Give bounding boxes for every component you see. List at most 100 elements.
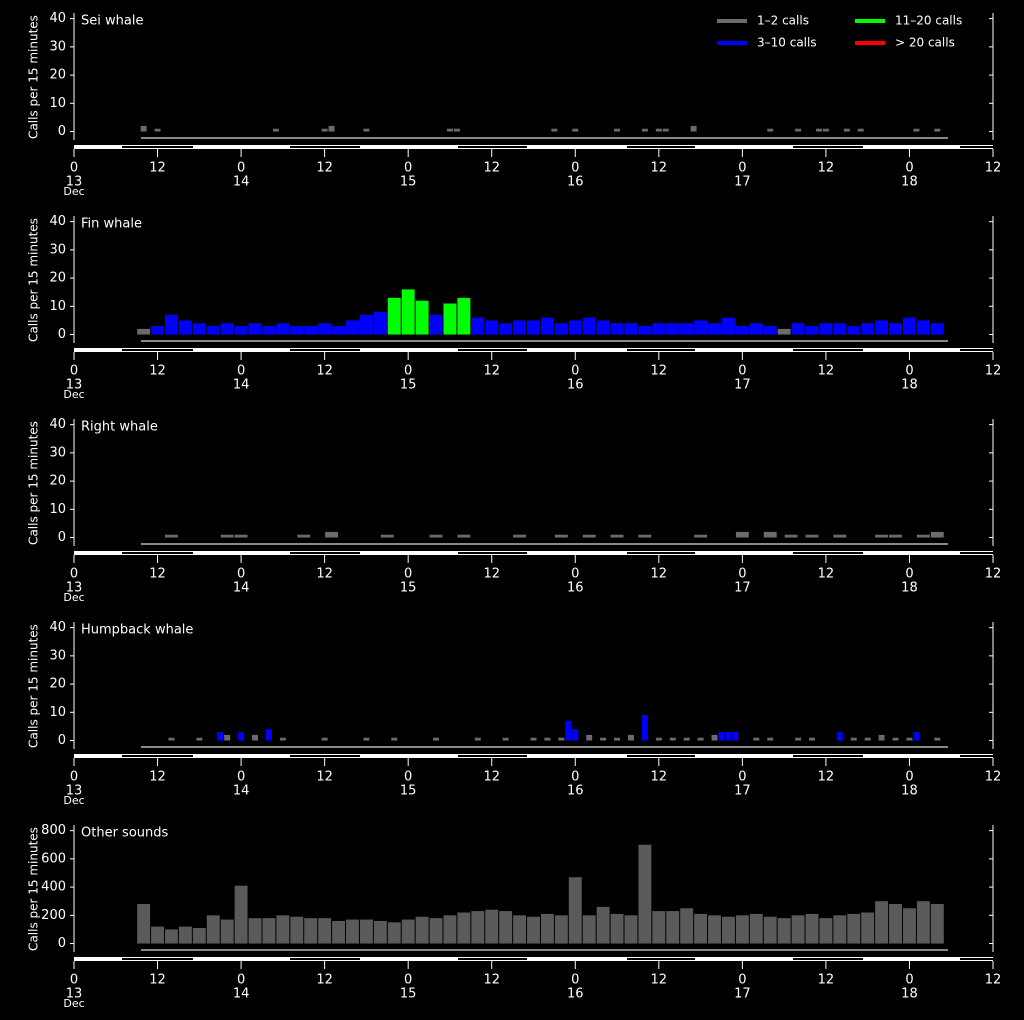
bar xyxy=(638,326,652,335)
bar xyxy=(767,737,774,741)
bar xyxy=(457,534,471,538)
x-tick-label: 12 xyxy=(149,770,166,785)
night-band xyxy=(960,552,993,554)
x-tick-label: 12 xyxy=(818,161,835,176)
bar xyxy=(833,915,847,944)
bar xyxy=(325,531,339,538)
bar xyxy=(332,920,346,944)
bar xyxy=(558,737,565,741)
bar xyxy=(805,326,819,335)
bar xyxy=(784,534,798,538)
bar xyxy=(847,913,861,944)
bar xyxy=(711,734,718,741)
bar xyxy=(262,918,276,944)
night-band xyxy=(960,146,993,148)
night-band xyxy=(458,349,527,351)
bar xyxy=(791,323,805,335)
legend-label: > 20 calls xyxy=(895,36,955,50)
night-band xyxy=(627,552,695,554)
night-band xyxy=(458,958,527,960)
bar xyxy=(220,323,234,335)
bar xyxy=(819,323,833,335)
bar xyxy=(596,906,610,944)
day-label: 14 xyxy=(233,581,250,596)
night-band xyxy=(960,755,993,757)
y-axis-label: Calls per 15 minutes xyxy=(27,421,41,545)
x-tick-label: 12 xyxy=(316,364,333,379)
bar xyxy=(819,918,833,944)
bar xyxy=(767,128,774,132)
x-tick-label: 12 xyxy=(316,567,333,582)
x-tick-label: 12 xyxy=(818,567,835,582)
bar xyxy=(527,320,540,335)
x-tick-label: 0 xyxy=(404,973,412,988)
bar xyxy=(192,928,206,944)
bar xyxy=(916,320,930,335)
bar xyxy=(627,734,634,741)
x-tick-label: 0 xyxy=(738,364,746,379)
x-tick-label: 0 xyxy=(404,770,412,785)
bar xyxy=(725,732,732,741)
month-label: Dec xyxy=(63,185,84,198)
bar xyxy=(151,926,165,944)
bar xyxy=(401,289,415,335)
y-tick-label: 0 xyxy=(58,733,66,748)
bar xyxy=(815,128,822,132)
bar xyxy=(878,734,885,741)
x-tick-label: 12 xyxy=(149,364,166,379)
night-band xyxy=(122,146,193,148)
bar xyxy=(697,737,704,741)
bar xyxy=(415,916,429,944)
x-tick-label: 12 xyxy=(651,973,668,988)
bar xyxy=(735,326,749,335)
bar xyxy=(446,128,453,132)
day-label: 15 xyxy=(400,581,417,596)
night-band xyxy=(122,349,193,351)
x-tick-label: 0 xyxy=(404,161,412,176)
bar xyxy=(836,732,843,741)
bar xyxy=(554,323,568,335)
day-label: 17 xyxy=(734,987,751,1002)
bar xyxy=(321,128,328,132)
x-tick-label: 12 xyxy=(651,770,668,785)
bar xyxy=(638,844,652,944)
bar xyxy=(875,901,889,944)
bar xyxy=(443,915,457,944)
y-tick-label: 20 xyxy=(49,271,66,286)
y-tick-label: 0 xyxy=(58,327,66,342)
bar xyxy=(735,531,749,538)
bar xyxy=(749,913,763,944)
bar xyxy=(276,915,290,944)
bar xyxy=(513,915,527,944)
bar xyxy=(168,737,175,741)
legend-label: 11–20 calls xyxy=(895,14,962,28)
x-tick-label: 12 xyxy=(985,770,1002,785)
time-band xyxy=(74,145,993,149)
x-tick-label: 12 xyxy=(818,364,835,379)
bar xyxy=(513,320,527,335)
y-tick-label: 800 xyxy=(41,823,66,838)
x-tick-label: 12 xyxy=(149,973,166,988)
x-tick-label: 12 xyxy=(483,161,500,176)
month-label: Dec xyxy=(63,388,84,401)
bar xyxy=(373,920,387,944)
day-label: 13 xyxy=(66,378,83,393)
bar xyxy=(527,916,540,944)
bar xyxy=(913,732,920,741)
bar xyxy=(544,737,551,741)
bar xyxy=(178,926,192,944)
x-tick-label: 0 xyxy=(70,161,78,176)
bar xyxy=(217,732,224,741)
bar xyxy=(721,317,735,335)
day-label: 15 xyxy=(400,784,417,799)
bar xyxy=(363,128,370,132)
day-label: 16 xyxy=(567,378,584,393)
bar xyxy=(875,534,889,538)
x-tick-label: 0 xyxy=(571,567,579,582)
bar xyxy=(530,737,537,741)
bar xyxy=(346,919,359,944)
night-band xyxy=(290,958,360,960)
bar xyxy=(359,919,373,944)
bar xyxy=(318,918,332,944)
